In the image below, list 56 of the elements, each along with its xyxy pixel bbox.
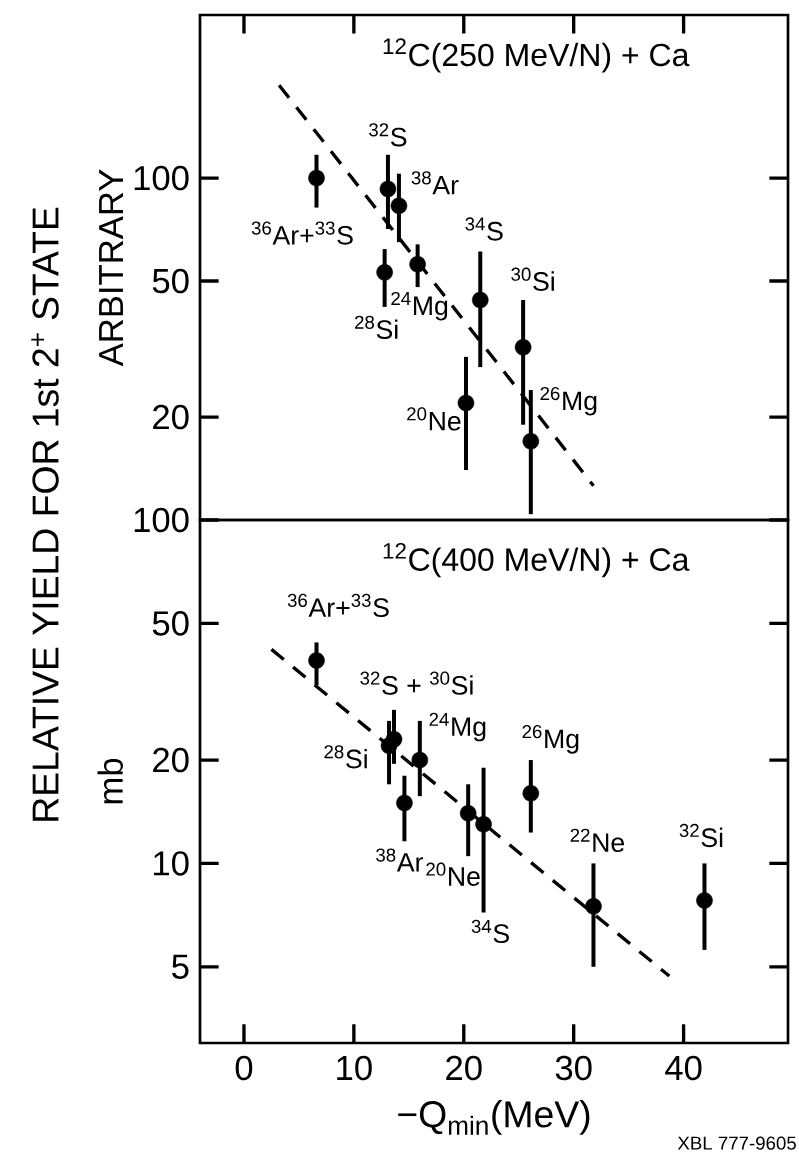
point — [585, 898, 602, 915]
x-axis-title: −Q$_{min}$(MeV) — [398, 1100, 590, 1135]
y-tick-label: 20 — [153, 747, 189, 773]
y-tick-label: 50 — [152, 268, 189, 294]
x-tick-label: 30 — [555, 1055, 592, 1081]
point — [390, 197, 408, 215]
point — [696, 892, 713, 909]
y-tick-label: 10 — [154, 851, 189, 876]
point — [522, 432, 540, 450]
annotation: $^{36}$Ar+$^{33}$S — [251, 221, 353, 245]
text: $^{12}$C(400 MeV/N) + Ca — [383, 542, 690, 578]
annotation: $^{38}$Ar — [411, 171, 459, 195]
point — [380, 737, 398, 755]
annotation: $^{30}$Si — [511, 267, 554, 291]
text: $^{12}$C(250 MeV/N) + Ca — [383, 38, 690, 73]
annotation: $^{32}$S + $^{30}$Si — [360, 671, 473, 695]
annotation: $^{34}$S — [465, 217, 503, 241]
point — [308, 652, 325, 669]
point — [379, 180, 397, 198]
point — [514, 339, 532, 356]
annotation: $^{32}$Si — [679, 823, 723, 848]
x-tick-label: 0 — [235, 1055, 253, 1081]
annotation: $^{38}$Ar — [376, 848, 424, 872]
y-tick-label: 100 — [134, 507, 189, 533]
y-tick-label: 100 — [134, 165, 189, 191]
y-axis-title: ARBITRARY — [99, 169, 123, 367]
annotation: $^{28}$Si — [355, 315, 398, 340]
y-tick-label: 20 — [153, 404, 189, 430]
x-tick-label: 10 — [337, 1055, 372, 1081]
point — [396, 794, 413, 812]
annotation: $^{32}$S — [369, 123, 407, 147]
point — [411, 751, 429, 769]
point — [522, 785, 540, 802]
x-tick-label: 20 — [446, 1055, 482, 1081]
text: RELATIVE YIELD FOR 1st 2$^{+}$ STATE — [31, 207, 59, 821]
annotation: $^{26}$Mg — [540, 386, 597, 416]
annotation: $^{24}$Mg — [429, 712, 486, 742]
y-tick-label: 50 — [152, 611, 189, 636]
point — [457, 394, 475, 412]
point — [376, 264, 393, 281]
annotation: $^{26}$Mg — [522, 725, 579, 754]
text: XBL 777-9605 — [677, 1136, 796, 1150]
y-tick-label: 5 — [172, 954, 189, 979]
annotation: $^{22}$Ne — [570, 828, 625, 853]
point — [409, 255, 426, 273]
point — [459, 804, 477, 822]
annotation: $^{20}$Ne — [426, 862, 480, 886]
annotation: $^{34}$S — [471, 919, 509, 944]
y-axis-title: mb — [97, 758, 123, 804]
annotation: $^{20}$Ne — [407, 407, 461, 431]
annotation: $^{28}$Si — [324, 745, 367, 769]
annotation: $^{36}$Ar+$^{33}$S — [287, 593, 389, 618]
point — [472, 291, 489, 309]
x-tick-label: 40 — [665, 1055, 702, 1081]
point — [475, 816, 492, 833]
point — [308, 169, 325, 187]
